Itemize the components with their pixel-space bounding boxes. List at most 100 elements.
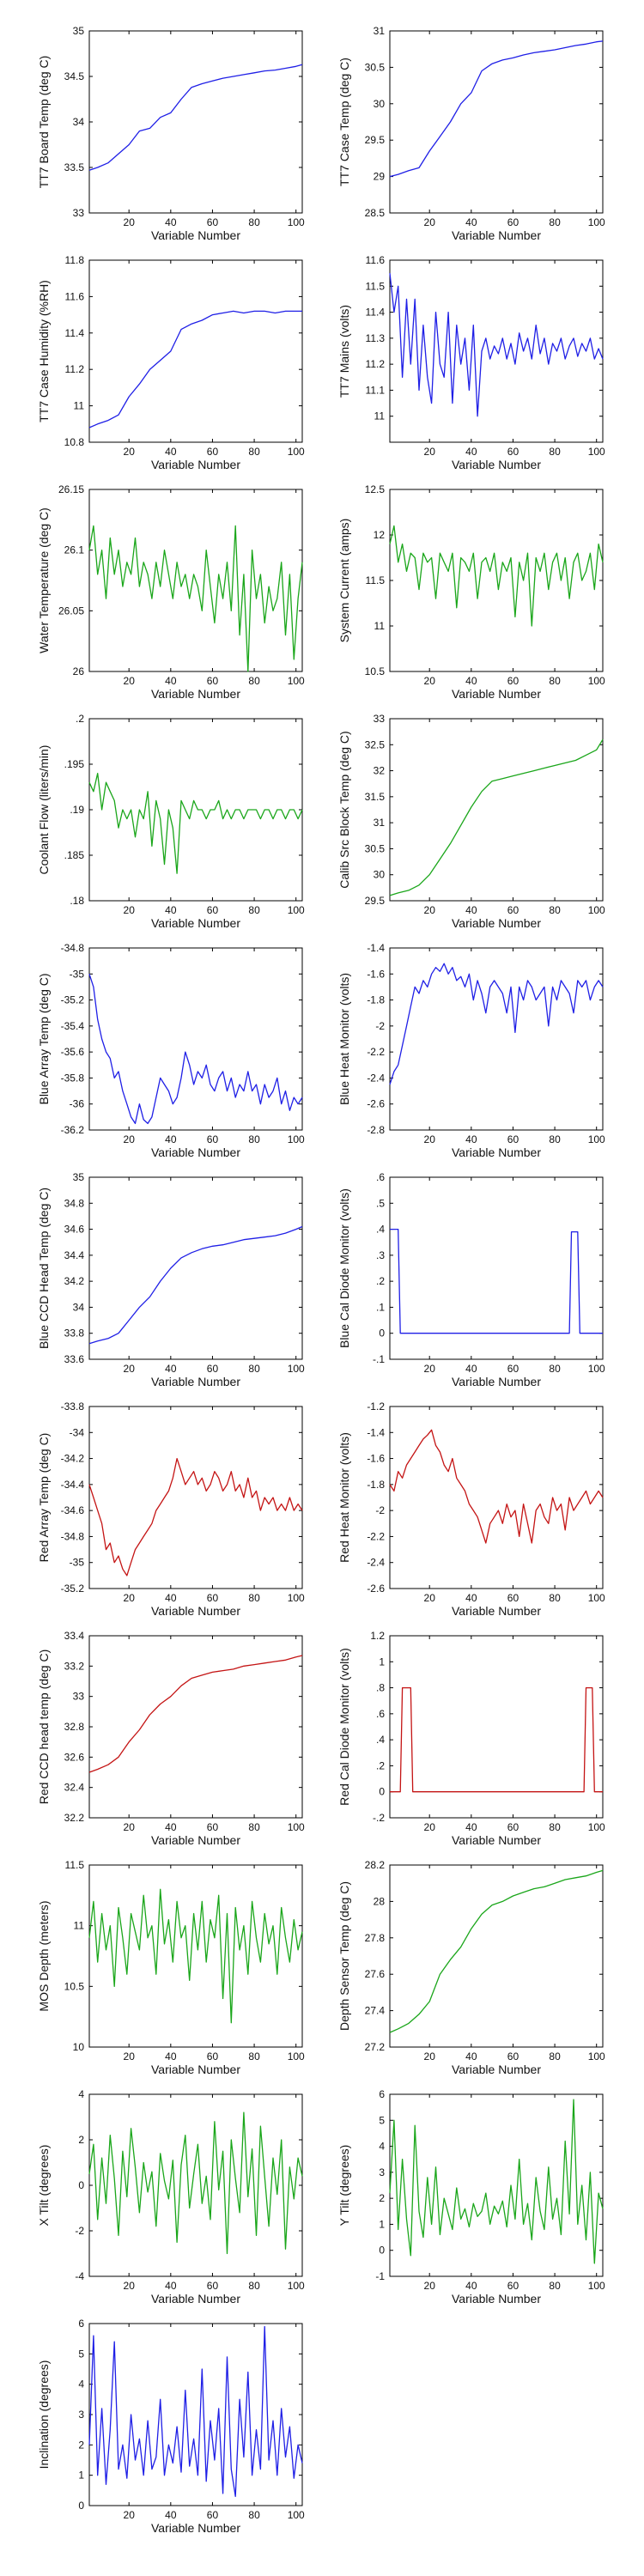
x-tick-label: 20: [424, 2050, 436, 2063]
x-tick-label: 100: [288, 904, 305, 916]
y-tick-label: .2: [76, 713, 84, 725]
y-tick-label: 28.5: [365, 207, 386, 219]
plot-frame: [88, 1864, 303, 2048]
x-axis-label: Variable Number: [151, 916, 240, 930]
y-tick-label: 28.2: [365, 1859, 386, 1871]
x-tick-label: 40: [465, 904, 477, 916]
series-line: [390, 1686, 603, 1793]
y-tick-label: 11.4: [366, 307, 386, 319]
y-tick-label: -34.8: [61, 1530, 85, 1542]
x-tick-label: 80: [248, 216, 260, 228]
y-tick-label: 33.5: [64, 161, 85, 173]
series-line: [88, 64, 303, 171]
series-line: [88, 525, 303, 672]
plot-frame: [88, 30, 303, 214]
chart-x-tilt: 20 40 60 80 100 -4 -2 0 2 4 Variable Number X Tilt …: [37, 2088, 305, 2306]
chart-mos-depth: 20 40 60 80 100 10 10.5 11 11.5 Variable Number MO…: [37, 1859, 305, 2076]
x-tick-label: 60: [207, 1363, 219, 1375]
x-tick-label: 60: [507, 1133, 519, 1145]
y-tick-label: -1.8: [367, 994, 385, 1006]
y-tick-label: .4: [376, 1734, 385, 1746]
x-tick-label: 40: [165, 1821, 177, 1833]
x-axis-label: Variable Number: [151, 1145, 240, 1159]
x-axis-label: Variable Number: [151, 1833, 240, 1847]
y-tick-label: 11.5: [65, 1859, 85, 1871]
y-tick-label: 34.5: [64, 70, 85, 82]
x-tick-label: 80: [248, 446, 260, 458]
y-tick-label: 11.3: [366, 332, 386, 344]
y-tick-label: -34: [70, 1426, 85, 1438]
x-tick-label: 20: [124, 1363, 136, 1375]
y-tick-label: 29.5: [365, 134, 386, 146]
y-tick-label: 32.2: [64, 1812, 85, 1824]
y-tick-label: -2: [375, 1504, 385, 1516]
x-tick-label: 60: [207, 1821, 219, 1833]
y-tick-label: 33: [73, 207, 85, 219]
x-tick-label: 60: [507, 2280, 519, 2292]
x-tick-label: 60: [207, 446, 219, 458]
x-axis-label: Variable Number: [452, 1145, 541, 1159]
x-axis-label: Variable Number: [452, 1604, 541, 1618]
plot-frame: [389, 1864, 604, 2048]
x-axis-label: Variable Number: [452, 687, 541, 701]
y-tick-label: 26.15: [58, 483, 84, 495]
y-tick-label: 32.4: [64, 1782, 85, 1794]
x-tick-label: 40: [165, 2050, 177, 2063]
x-tick-label: 60: [207, 1592, 219, 1604]
chart-tt7-board-temp: 20 40 60 80 100 33 33.5 34 34.5 35 Variable Number…: [37, 25, 305, 242]
x-tick-label: 80: [549, 2050, 561, 2063]
x-tick-label: 40: [165, 216, 177, 228]
y-tick-label: 31.5: [365, 791, 386, 803]
y-tick-label: 12: [374, 529, 386, 541]
y-tick-label: 34: [73, 1301, 85, 1313]
x-tick-label: 80: [549, 675, 561, 687]
y-axis-label: Red Array Temp (deg C): [37, 1433, 51, 1563]
y-tick-label: 1: [78, 2470, 84, 2482]
plot-frame: [88, 259, 303, 443]
x-axis-label: Variable Number: [452, 2292, 541, 2306]
x-tick-label: 40: [165, 2509, 177, 2521]
y-axis-label: Blue Array Temp (deg C): [37, 973, 51, 1104]
chart-blue-cal-diode-monitor: 20 40 60 80 100 -.1 0 .1 .2 .3 .4 .5 .6 Variable Numb…: [337, 1171, 605, 1388]
y-axis-label: TT7 Board Temp (deg C): [37, 56, 51, 189]
y-tick-label: 1: [379, 2218, 385, 2230]
series-line: [389, 738, 604, 896]
y-tick-label: -1.6: [367, 1453, 385, 1465]
chart-y-tilt: 20 40 60 80 100 -1 0 1 2 3 4 5 6 Variable Number Y Til…: [337, 2088, 605, 2306]
y-tick-label: 1: [379, 1656, 385, 1668]
y-axis-label: Red Cal Diode Monitor (volts): [337, 1648, 351, 1806]
x-tick-label: 20: [124, 1821, 136, 1833]
plot-frame: [88, 1176, 303, 1360]
x-tick-label: 40: [165, 675, 177, 687]
y-tick-label: -2: [75, 2225, 84, 2237]
y-tick-label: 33: [73, 1691, 85, 1703]
x-tick-label: 40: [465, 1821, 477, 1833]
x-tick-label: 100: [288, 2050, 305, 2063]
x-tick-label: 40: [465, 1592, 477, 1604]
x-tick-label: 100: [288, 446, 305, 458]
y-tick-label: 29: [374, 171, 386, 183]
x-tick-label: 20: [424, 1133, 436, 1145]
y-tick-label: 26.1: [64, 544, 85, 556]
y-tick-label: -33.8: [61, 1400, 85, 1413]
y-axis-label: System Current (amps): [337, 519, 351, 643]
y-tick-label: 30.5: [365, 61, 386, 73]
series-line: [389, 1869, 604, 2033]
plot-frame: [389, 1406, 604, 1589]
chart-tt7-case-humidity: 20 40 60 80 100 10.8 11 11.2 11.4 11.6 11.8 Variabl…: [37, 254, 305, 471]
x-axis-label: Variable Number: [151, 458, 240, 471]
x-tick-label: 20: [424, 675, 436, 687]
series-line: [88, 310, 302, 428]
x-tick-label: 100: [588, 1821, 605, 1833]
x-tick-label: 80: [248, 1821, 260, 1833]
y-tick-label: -36.2: [61, 1124, 85, 1136]
series-line: [389, 1429, 604, 1544]
y-tick-label: -35.8: [61, 1072, 85, 1084]
y-tick-label: -2.6: [367, 1098, 385, 1110]
y-tick-label: 11: [374, 620, 386, 632]
y-tick-label: 1.2: [370, 1630, 385, 1642]
y-tick-label: 0: [379, 1786, 385, 1798]
x-tick-label: 100: [288, 1133, 305, 1145]
y-tick-label: 27.6: [365, 1968, 386, 1980]
y-tick-label: .6: [376, 1708, 385, 1720]
